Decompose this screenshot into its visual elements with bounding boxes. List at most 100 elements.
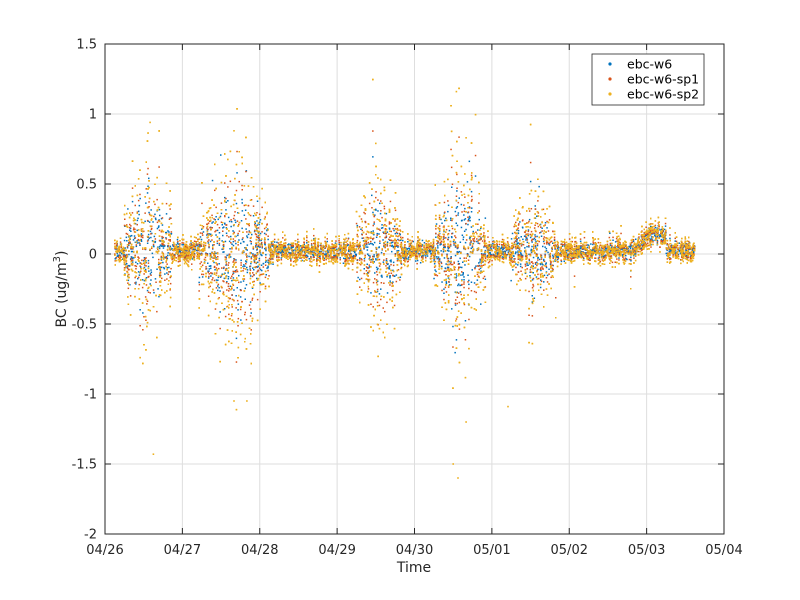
data-point bbox=[467, 223, 469, 226]
data-point bbox=[260, 253, 262, 256]
data-point bbox=[467, 218, 470, 221]
data-point bbox=[656, 239, 659, 242]
data-point bbox=[548, 242, 551, 244]
data-point bbox=[225, 209, 227, 211]
data-point bbox=[538, 185, 540, 188]
data-point bbox=[478, 268, 480, 271]
data-point bbox=[140, 240, 143, 242]
data-point bbox=[151, 227, 153, 230]
data-point bbox=[513, 241, 516, 243]
data-point bbox=[215, 267, 218, 269]
data-point bbox=[532, 262, 534, 265]
data-point bbox=[131, 250, 134, 253]
data-point bbox=[578, 256, 580, 258]
data-point bbox=[361, 237, 363, 239]
data-point bbox=[190, 243, 192, 245]
data-point bbox=[526, 222, 528, 224]
data-point bbox=[459, 257, 461, 260]
data-point bbox=[519, 259, 521, 261]
data-point bbox=[575, 246, 578, 248]
data-point bbox=[495, 255, 498, 258]
data-point bbox=[631, 241, 633, 243]
data-point bbox=[598, 247, 601, 249]
data-point bbox=[426, 253, 428, 256]
data-point bbox=[216, 263, 218, 265]
data-point bbox=[622, 258, 625, 260]
data-point bbox=[433, 277, 435, 280]
data-point bbox=[159, 240, 162, 242]
data-point bbox=[170, 217, 172, 219]
data-point bbox=[516, 240, 518, 243]
data-point bbox=[301, 259, 303, 262]
data-point bbox=[630, 256, 632, 258]
data-point bbox=[336, 248, 338, 251]
data-point bbox=[306, 236, 308, 239]
data-point bbox=[263, 227, 266, 230]
data-point bbox=[676, 244, 679, 247]
data-point bbox=[687, 252, 689, 255]
data-point bbox=[465, 228, 467, 231]
data-point bbox=[284, 247, 286, 250]
data-point bbox=[217, 279, 219, 281]
data-point bbox=[195, 249, 198, 252]
data-point bbox=[331, 250, 334, 252]
data-point bbox=[356, 259, 359, 261]
data-point bbox=[130, 259, 133, 262]
data-point bbox=[225, 232, 228, 234]
data-point bbox=[443, 298, 445, 301]
data-point bbox=[473, 282, 476, 284]
data-point bbox=[408, 252, 410, 254]
data-point bbox=[538, 240, 540, 243]
data-point bbox=[375, 191, 377, 193]
data-point bbox=[455, 222, 457, 224]
data-point bbox=[686, 256, 688, 258]
data-point bbox=[552, 242, 554, 244]
data-point bbox=[674, 245, 676, 247]
data-point bbox=[335, 240, 337, 242]
data-point bbox=[446, 257, 449, 260]
data-point bbox=[325, 258, 327, 261]
data-point bbox=[182, 244, 185, 246]
data-point bbox=[445, 274, 447, 276]
data-point bbox=[252, 215, 255, 217]
data-point bbox=[349, 256, 352, 258]
data-point bbox=[597, 257, 600, 259]
data-point bbox=[496, 254, 499, 256]
data-point bbox=[225, 264, 227, 266]
data-point bbox=[149, 230, 152, 233]
data-point bbox=[453, 268, 456, 271]
data-point bbox=[417, 240, 419, 242]
data-point bbox=[179, 251, 181, 253]
data-point bbox=[199, 236, 202, 238]
data-point bbox=[492, 254, 495, 256]
data-point bbox=[447, 266, 450, 269]
data-point bbox=[134, 228, 136, 231]
data-point bbox=[628, 258, 631, 261]
data-point bbox=[626, 258, 628, 261]
data-point bbox=[210, 235, 212, 237]
data-point bbox=[258, 213, 261, 215]
data-point bbox=[166, 272, 168, 274]
data-point bbox=[471, 198, 473, 201]
data-point bbox=[269, 258, 272, 261]
data-point bbox=[264, 285, 267, 288]
data-point bbox=[157, 263, 160, 266]
data-point bbox=[394, 209, 397, 212]
data-point bbox=[232, 238, 235, 240]
data-point bbox=[394, 245, 396, 248]
data-point bbox=[225, 260, 228, 263]
data-point bbox=[168, 218, 171, 220]
data-point bbox=[395, 231, 398, 234]
data-point bbox=[228, 220, 231, 223]
data-point bbox=[392, 264, 395, 267]
data-point bbox=[622, 255, 624, 257]
data-point bbox=[510, 252, 513, 255]
data-point bbox=[481, 265, 483, 267]
data-point bbox=[313, 238, 315, 240]
data-point bbox=[670, 245, 672, 247]
data-point bbox=[471, 245, 474, 247]
data-point bbox=[579, 238, 582, 240]
data-point bbox=[587, 255, 590, 257]
data-point bbox=[545, 266, 548, 269]
data-point bbox=[542, 208, 545, 211]
